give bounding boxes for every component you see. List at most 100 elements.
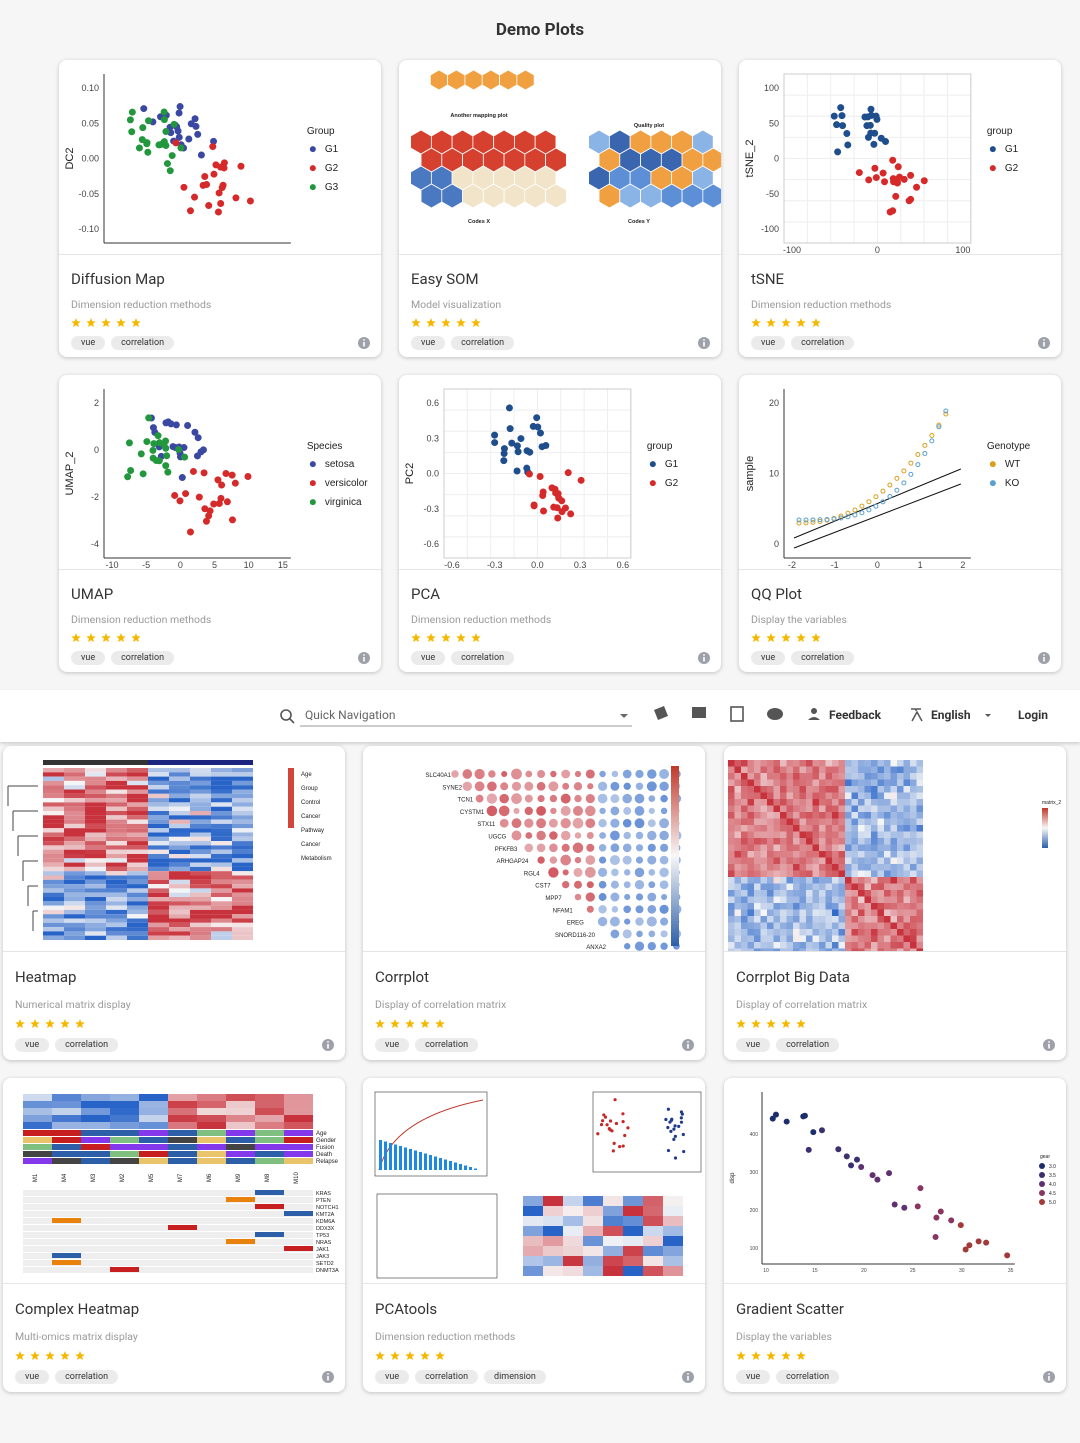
corr-cell xyxy=(832,883,839,890)
corr-cell xyxy=(832,779,839,786)
info-icon[interactable] xyxy=(681,1370,695,1384)
point xyxy=(983,1239,990,1246)
info-icon[interactable] xyxy=(321,1370,335,1384)
som-cell xyxy=(447,69,466,91)
corr-cell xyxy=(786,857,793,864)
corr-cell xyxy=(910,857,917,864)
card[interactable]: SLC40A1 SYNE2 TCN1 CYSTM1 STX11 UGCG PFKFB3 ARH… xyxy=(363,746,705,1060)
corr-cell xyxy=(871,935,878,942)
heat-cell xyxy=(148,815,169,820)
corr-cell xyxy=(903,883,910,890)
card[interactable]: tSNE_2 100 50 0 -50 -100 -100 0 100 group G1 G2 tSNE… xyxy=(739,60,1061,357)
feedback-icon[interactable] xyxy=(808,717,820,720)
feedback-button[interactable]: Feedback xyxy=(829,708,882,722)
mutation xyxy=(255,1204,284,1209)
card[interactable]: PCAtools Dimension reduction methods vue co… xyxy=(363,1078,705,1392)
dendrogram xyxy=(12,810,38,831)
heat-cell xyxy=(211,785,232,790)
info-icon[interactable] xyxy=(321,1038,335,1052)
card[interactable]: Age Gender Fusion Death Relapse M1 M4 M3 M2 M5 M7 M… xyxy=(3,1078,345,1392)
point xyxy=(603,1115,608,1119)
corr-cell xyxy=(916,799,923,806)
search-input[interactable]: Quick Navigation xyxy=(305,708,396,722)
heat-cell xyxy=(64,914,85,919)
heat-cell xyxy=(85,815,106,820)
corr-cell xyxy=(773,948,780,952)
info-icon[interactable] xyxy=(1042,1370,1056,1384)
corr-cell xyxy=(767,812,774,819)
corr-cell xyxy=(793,929,800,936)
card[interactable]: UMAP_2 2 0 -2 -4 -10 -5 0 5 10 15 Species setosa vers… xyxy=(59,375,381,672)
heat-cell xyxy=(139,1101,168,1108)
y-tick-label: -0.6 xyxy=(423,539,439,549)
corr-cell xyxy=(660,930,668,938)
corr-cell xyxy=(754,916,761,923)
info-icon[interactable] xyxy=(1037,336,1051,350)
login-button[interactable]: Login xyxy=(1018,708,1049,722)
heat-cell xyxy=(43,798,64,803)
point xyxy=(212,161,220,169)
icon[interactable] xyxy=(767,708,783,720)
corr-cell xyxy=(474,768,485,780)
tags: vue correlation xyxy=(71,651,175,665)
language-button[interactable]: English xyxy=(931,708,971,722)
info-icon[interactable] xyxy=(357,336,371,350)
icon[interactable] xyxy=(654,706,668,720)
card[interactable]: PC2 0.6 0.3 0.0 -0.3 -0.6 -0.6 -0.3 0.0 0.3 0.6 gro… xyxy=(399,375,721,672)
corr-cell xyxy=(747,773,754,780)
heat-cell xyxy=(190,776,211,781)
point xyxy=(838,513,844,519)
info-glyph xyxy=(363,342,365,347)
feedback-icon[interactable] xyxy=(811,708,817,714)
heat-cell xyxy=(232,819,253,824)
info-icon[interactable] xyxy=(681,1038,695,1052)
star xyxy=(456,633,466,643)
card[interactable]: DC2 0.10 0.05 0.00 -0.05 -0.10 Group G1 G2 G3 Diff… xyxy=(59,60,381,357)
corr-cell xyxy=(916,916,923,923)
corr-cell xyxy=(799,773,806,780)
heat-cell xyxy=(169,854,190,859)
heat-cell xyxy=(106,922,127,928)
star xyxy=(766,1019,776,1029)
dropdown-caret[interactable] xyxy=(620,714,628,718)
info-icon[interactable] xyxy=(1042,1038,1056,1052)
card[interactable]: Age Group Control Cancer Pathway Cancer Metabo… xyxy=(3,746,345,1060)
heat-cell xyxy=(85,892,106,897)
rating xyxy=(71,318,141,328)
point xyxy=(920,177,928,185)
mutation xyxy=(284,1246,313,1251)
corr-cell xyxy=(838,948,845,952)
info-icon[interactable] xyxy=(357,651,371,665)
row-band xyxy=(23,1218,313,1224)
card[interactable]: sample 20 10 0 -2 -1 0 1 2 Genotype WT KO QQ Plot Dis… xyxy=(739,375,1061,672)
corr-cell xyxy=(897,870,904,877)
corr-cell xyxy=(832,812,839,819)
info-icon[interactable] xyxy=(697,651,711,665)
heat-cell xyxy=(127,849,148,854)
card[interactable]: matrix_2 Corrplot Big Data Display of corr… xyxy=(724,746,1066,1060)
language-icon[interactable] xyxy=(911,708,923,722)
corr-cell xyxy=(845,909,852,916)
icon[interactable] xyxy=(692,707,706,718)
heat-cell xyxy=(168,1094,197,1101)
corr-cell xyxy=(864,903,871,910)
corr-cell xyxy=(845,825,852,832)
point xyxy=(163,160,171,168)
card[interactable]: disp 400 300 200 100 10 15 20 25 30 35 gear 3.0 3.5 4.… xyxy=(724,1078,1066,1392)
heat-cell xyxy=(148,793,169,799)
icon[interactable] xyxy=(730,706,744,722)
corr-cell xyxy=(754,838,761,845)
corr-cell xyxy=(793,948,800,952)
annotation xyxy=(52,1158,81,1164)
dropdown-caret[interactable] xyxy=(985,714,991,717)
som-cell xyxy=(431,237,447,255)
corr-cell xyxy=(513,807,520,814)
info-icon[interactable] xyxy=(1037,651,1051,665)
corr-cell xyxy=(845,935,852,942)
point xyxy=(201,173,209,181)
info-icon[interactable] xyxy=(697,336,711,350)
corr-cell xyxy=(451,770,459,778)
heat-cell xyxy=(127,785,148,790)
corr-cell xyxy=(773,896,780,903)
